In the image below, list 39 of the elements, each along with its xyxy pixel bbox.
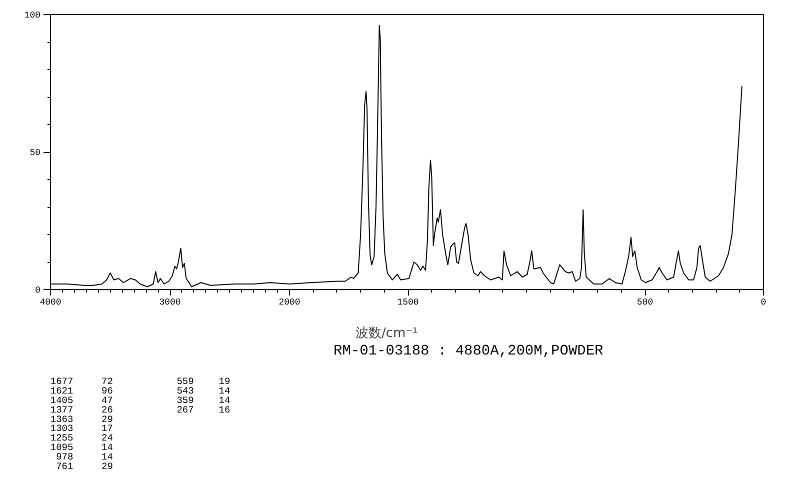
text: 29	[102, 414, 114, 425]
text: RM-01-03188 : 4880A,200M,POWDER	[334, 344, 604, 360]
text: 14	[218, 385, 230, 396]
text: 14	[102, 442, 114, 454]
text: 543	[176, 385, 194, 396]
y-tick-label: 0	[35, 286, 41, 296]
text: 17	[102, 423, 113, 434]
x-tick-label: 500	[636, 298, 654, 308]
text: 359	[176, 394, 194, 406]
text: 1255	[50, 432, 74, 444]
text: 16	[218, 404, 230, 416]
x-tick-label: 2000	[278, 298, 300, 308]
x-tick-label: 3000	[159, 298, 181, 308]
x-axis-title: 波数/cm⁻¹	[356, 326, 418, 341]
text: 978	[56, 452, 74, 463]
x-tick-label: 4000	[40, 298, 62, 308]
text: 267	[176, 404, 194, 416]
text: 1363	[50, 414, 74, 425]
text: 1621	[50, 385, 74, 396]
text: 72	[102, 376, 114, 387]
x-tick-label: 0	[760, 298, 766, 308]
text: 1405	[50, 394, 74, 406]
x-tick-label: 1500	[397, 298, 419, 308]
text: 14	[218, 394, 230, 406]
text: 761	[56, 460, 74, 472]
text: 24	[102, 432, 114, 444]
y-tick-label: 100	[24, 10, 40, 20]
text: 559	[176, 376, 194, 387]
text: 19	[218, 376, 230, 387]
text: 29	[102, 460, 114, 472]
text: 1303	[50, 423, 74, 434]
text: 96	[102, 385, 114, 396]
text: 1377	[50, 404, 74, 416]
text: 26	[102, 404, 114, 416]
y-tick-label: 50	[30, 148, 41, 158]
text: 1095	[50, 442, 74, 454]
text: 14	[102, 452, 114, 463]
text: 1677	[50, 376, 74, 387]
text: 47	[102, 394, 113, 406]
